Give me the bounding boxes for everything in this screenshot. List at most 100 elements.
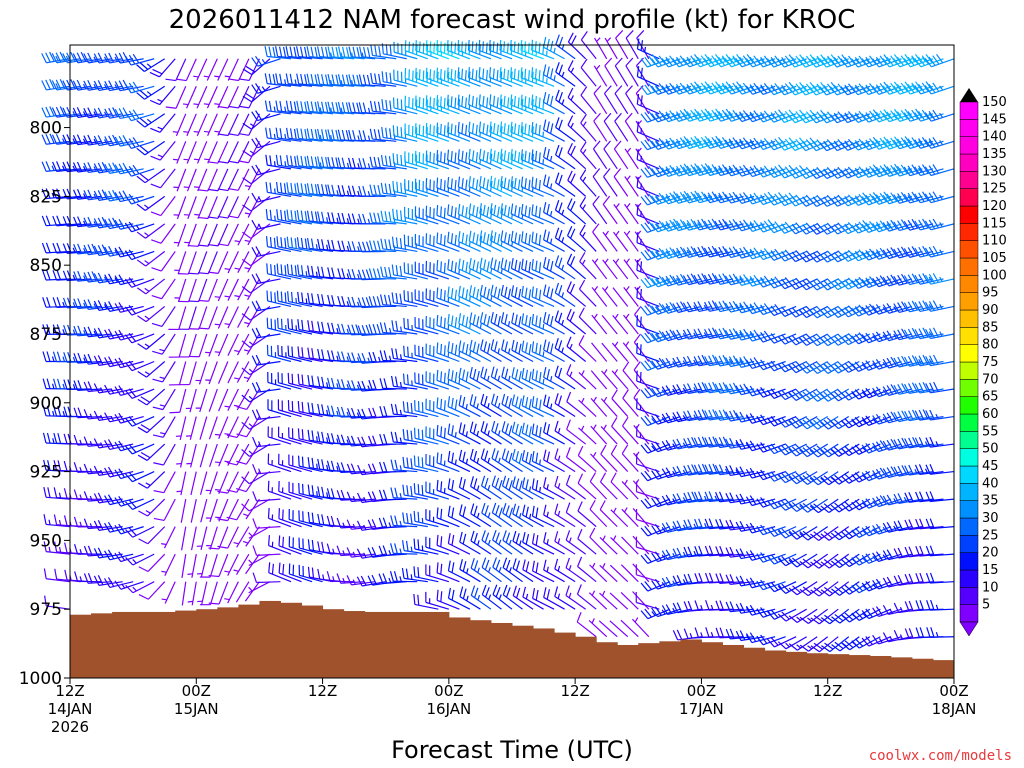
barb-full-feather [497,315,501,327]
barb-full-feather [136,147,146,156]
barb-full-feather [336,517,342,529]
wind-barb [370,72,397,87]
wind-barb [457,176,481,197]
barb-full-feather [317,183,321,195]
barb-full-feather [380,182,384,194]
barb-full-feather [502,557,508,568]
barb-half-feather [55,55,59,62]
wind-barb [306,155,334,170]
barb-full-feather [500,230,504,241]
barb-full-feather [325,129,329,141]
barb-full-feather [377,157,381,168]
wind-barb [436,452,460,473]
wind-barb [502,584,523,610]
barb-full-feather [298,482,300,494]
barb-full-feather [175,78,187,82]
barb-half-feather [326,492,329,498]
barb-half-feather [488,594,492,600]
wind-barb [151,251,176,272]
wind-barb [275,73,302,87]
wind-barb [489,121,513,142]
barb-full-feather [310,211,314,222]
barb-full-feather [138,538,149,545]
barb-full-feather [128,499,137,509]
barb-full-feather [489,121,492,132]
barb-shaft [382,359,407,363]
wind-barb [358,102,386,115]
barb-half-feather [477,567,480,573]
barb-full-feather [291,346,294,357]
wind-barb [124,305,155,316]
wind-barb [124,193,155,205]
barb-full-feather [357,297,363,308]
barb-full-feather [311,512,315,524]
wind-barb [296,128,323,142]
barb-full-feather [505,532,511,543]
barb-full-feather [395,320,399,332]
barb-full-feather [128,444,137,453]
barb-full-feather [514,287,518,298]
wind-barb [267,507,292,528]
barb-full-feather [278,508,280,519]
barb-full-feather [362,74,367,86]
wind-barb [491,420,513,445]
wind-barb [251,246,281,258]
barb-full-feather [436,479,439,491]
barb-full-feather [346,463,352,474]
barb-full-feather [459,504,463,515]
barb-full-feather [53,514,58,525]
barb-full-feather [77,407,83,418]
barb-half-feather [233,541,239,545]
wind-barb [195,361,208,385]
barb-full-feather [347,241,352,252]
barb-full-feather [251,382,258,393]
barb-half-feather [640,183,642,189]
barb-shaft [448,488,471,500]
barb-full-feather [395,265,399,276]
wind-barb [297,319,323,335]
barb-full-feather [369,100,373,112]
barb-full-feather [311,375,314,387]
barb-half-feather [83,275,87,281]
barb-full-feather [394,459,398,471]
barb-full-feather [400,127,403,138]
barb-full-feather [124,167,132,177]
barb-full-feather [406,374,409,385]
wind-barb [469,448,492,473]
barb-full-feather [382,489,388,500]
wind-barb [43,568,71,583]
barb-full-feather [125,584,134,594]
barb-full-feather [479,203,482,214]
wind-barb [306,101,334,115]
barb-half-feather [596,37,601,42]
barb-full-feather [331,295,335,306]
barb-full-feather [388,183,392,195]
barb-full-feather [506,42,509,54]
barb-full-feather [365,241,371,252]
barb-full-feather [138,594,149,600]
barb-full-feather [124,334,133,344]
wind-barb [93,575,123,586]
wind-barb [217,86,239,109]
barb-full-feather [51,107,58,118]
barb-full-feather [252,545,258,556]
wind-barb [447,231,471,252]
barb-full-feather [80,51,87,62]
wind-barb [458,285,481,307]
barb-full-feather [321,321,325,333]
wind-barb [251,300,281,312]
barb-full-feather [384,211,388,222]
wind-barb [277,426,302,445]
barb-half-feather [342,577,346,584]
barb-full-feather [394,543,398,554]
barb-full-feather [279,73,283,85]
wind-barb [244,196,260,218]
barb-full-feather [514,150,517,162]
barb-full-feather [255,164,262,175]
wind-barb [447,560,471,583]
barb-half-feather [72,384,76,390]
barb-shaft [459,459,481,473]
barb-full-feather [73,543,79,555]
barb-full-feather [317,46,321,57]
barb-shaft [227,333,239,356]
